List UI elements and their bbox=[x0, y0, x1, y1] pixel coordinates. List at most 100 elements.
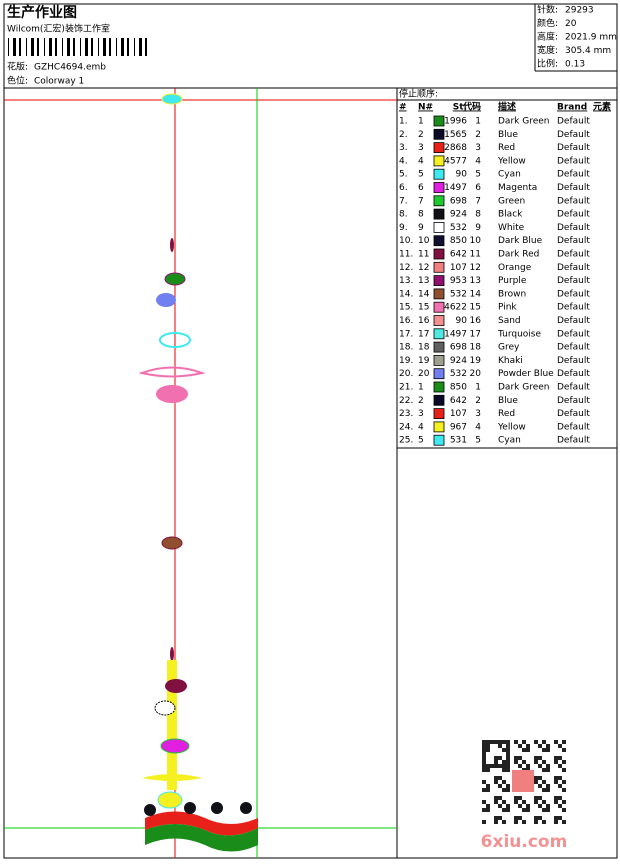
description: White bbox=[498, 223, 525, 233]
bar-stripe bbox=[44, 38, 45, 56]
description: Blue bbox=[498, 396, 518, 406]
code: 7 bbox=[475, 196, 481, 206]
description: Blue bbox=[498, 130, 518, 140]
bar-stripe bbox=[62, 38, 63, 56]
needle: 1 bbox=[418, 117, 424, 127]
code: 1 bbox=[475, 383, 481, 393]
qr-logo bbox=[512, 770, 534, 792]
motif bbox=[138, 366, 206, 378]
qr-cell bbox=[558, 796, 562, 800]
qr-cell bbox=[482, 800, 486, 804]
motif bbox=[170, 238, 174, 252]
qr-cell bbox=[482, 808, 486, 812]
description: Red bbox=[498, 409, 515, 419]
brand: Default bbox=[557, 303, 590, 313]
motif bbox=[156, 385, 188, 403]
bar-stripe bbox=[67, 38, 70, 56]
motif bbox=[161, 536, 183, 550]
color-swatch bbox=[433, 288, 445, 300]
qr-cell bbox=[518, 756, 522, 760]
color-swatch bbox=[433, 408, 445, 420]
qr-cell bbox=[482, 752, 486, 756]
qr-cell bbox=[558, 784, 562, 788]
qr-cell bbox=[534, 740, 538, 744]
qr-cell bbox=[482, 780, 486, 784]
colorway: Colorway 1 bbox=[34, 77, 84, 87]
brand: Default bbox=[557, 236, 590, 246]
qr-cell bbox=[538, 756, 542, 760]
needle: 5 bbox=[418, 436, 424, 446]
qr-cell bbox=[554, 740, 558, 744]
design-file: GZHC4694.emb bbox=[34, 63, 106, 73]
stat-value: 2021.9 mm bbox=[565, 33, 617, 43]
qr-cell bbox=[538, 744, 542, 748]
description: Red bbox=[498, 143, 515, 153]
color-swatch bbox=[433, 328, 445, 340]
code: 19 bbox=[470, 356, 482, 366]
color-swatch bbox=[433, 381, 445, 393]
qr-cell bbox=[526, 764, 530, 768]
qr-cell bbox=[542, 768, 546, 772]
qr-cell bbox=[562, 740, 566, 744]
color-swatch bbox=[433, 248, 445, 260]
description: Dark Blue bbox=[498, 236, 543, 246]
stat-label: 宽度: bbox=[537, 44, 558, 56]
color-swatch bbox=[433, 168, 445, 180]
bar-stripe bbox=[91, 38, 93, 56]
brand: Default bbox=[557, 383, 590, 393]
table-header: 代码 bbox=[462, 101, 481, 113]
qr-cell bbox=[506, 760, 510, 764]
stitches: 850 bbox=[450, 383, 467, 393]
code: 5 bbox=[475, 436, 481, 446]
qr-cell bbox=[546, 744, 550, 748]
qr-cell bbox=[514, 820, 518, 824]
qr-cell bbox=[562, 800, 566, 804]
qr-cell bbox=[494, 776, 498, 780]
stitches: 107 bbox=[450, 263, 467, 273]
color-swatch bbox=[433, 368, 445, 380]
code: 15 bbox=[470, 303, 481, 313]
bar-stripe bbox=[37, 38, 39, 56]
description: Sand bbox=[498, 316, 521, 326]
qr-cell bbox=[558, 804, 562, 808]
stitches: 642 bbox=[450, 250, 467, 260]
stitches: 90 bbox=[456, 170, 468, 180]
qr-cell bbox=[526, 804, 530, 808]
stitches: 1565 bbox=[444, 130, 467, 140]
color-swatch bbox=[433, 301, 445, 313]
motif bbox=[240, 802, 252, 814]
motif bbox=[142, 774, 202, 781]
row-number: 19. bbox=[399, 356, 413, 366]
color-swatch bbox=[433, 155, 445, 167]
brand: Default bbox=[557, 263, 590, 273]
qr-cell bbox=[518, 816, 522, 820]
bar-stripe bbox=[85, 38, 88, 56]
motif bbox=[164, 272, 186, 286]
qr-cell bbox=[502, 764, 506, 768]
qr-cell bbox=[522, 808, 526, 812]
brand: Default bbox=[557, 396, 590, 406]
qr-cell bbox=[498, 744, 502, 748]
row-number: 9. bbox=[399, 223, 408, 233]
qr-cell bbox=[494, 796, 498, 800]
needle: 10 bbox=[418, 236, 430, 246]
qr-cell bbox=[534, 820, 538, 824]
bar-stripe bbox=[80, 38, 81, 56]
qr-cell bbox=[494, 820, 498, 824]
qr-cell bbox=[482, 764, 486, 768]
description: Purple bbox=[498, 276, 527, 286]
stat-label: 颜色: bbox=[537, 17, 558, 29]
row-number: 4. bbox=[399, 156, 408, 166]
watermark: 6xiu.com bbox=[481, 832, 568, 852]
colorway-label: 色位: bbox=[7, 75, 28, 87]
qr-cell bbox=[522, 748, 526, 752]
brand: Default bbox=[557, 130, 590, 140]
row-number: 12. bbox=[399, 263, 413, 273]
stat-label: 高度: bbox=[537, 31, 558, 43]
color-swatch bbox=[433, 208, 445, 220]
row-number: 3. bbox=[399, 143, 408, 153]
needle: 4 bbox=[418, 422, 424, 432]
needle: 3 bbox=[418, 409, 424, 419]
bar-stripe bbox=[139, 38, 142, 56]
needle: 14 bbox=[418, 289, 430, 299]
